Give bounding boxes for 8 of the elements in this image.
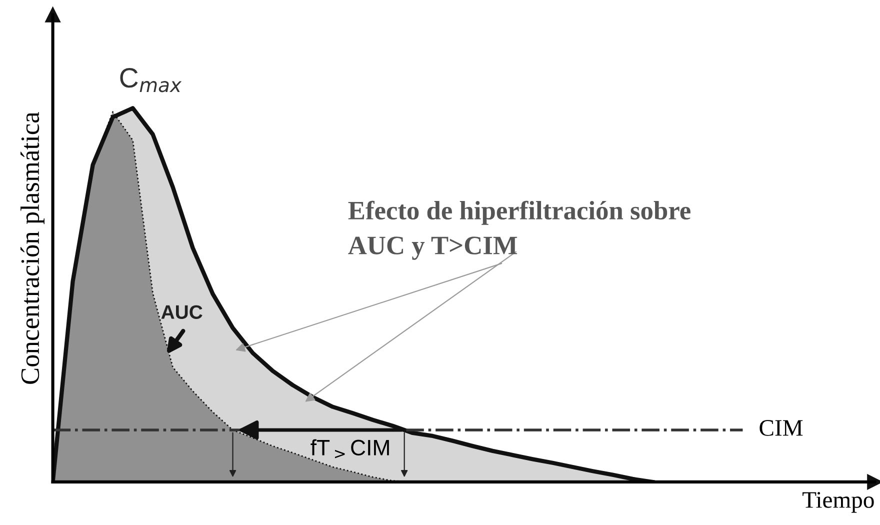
y-axis-title: Concentración plasmática xyxy=(20,112,44,384)
annotation: AUC y T>CIM xyxy=(348,236,518,260)
text: Tiempo xyxy=(802,492,874,513)
annotation: fT$_{>}$CIM xyxy=(310,439,389,458)
ref-line-label: CIM xyxy=(760,420,803,436)
annotation: Efecto de hiperfiltración sobre xyxy=(348,200,690,225)
annotation: AUC xyxy=(161,305,202,319)
text: C$_{max}$ xyxy=(120,68,182,92)
